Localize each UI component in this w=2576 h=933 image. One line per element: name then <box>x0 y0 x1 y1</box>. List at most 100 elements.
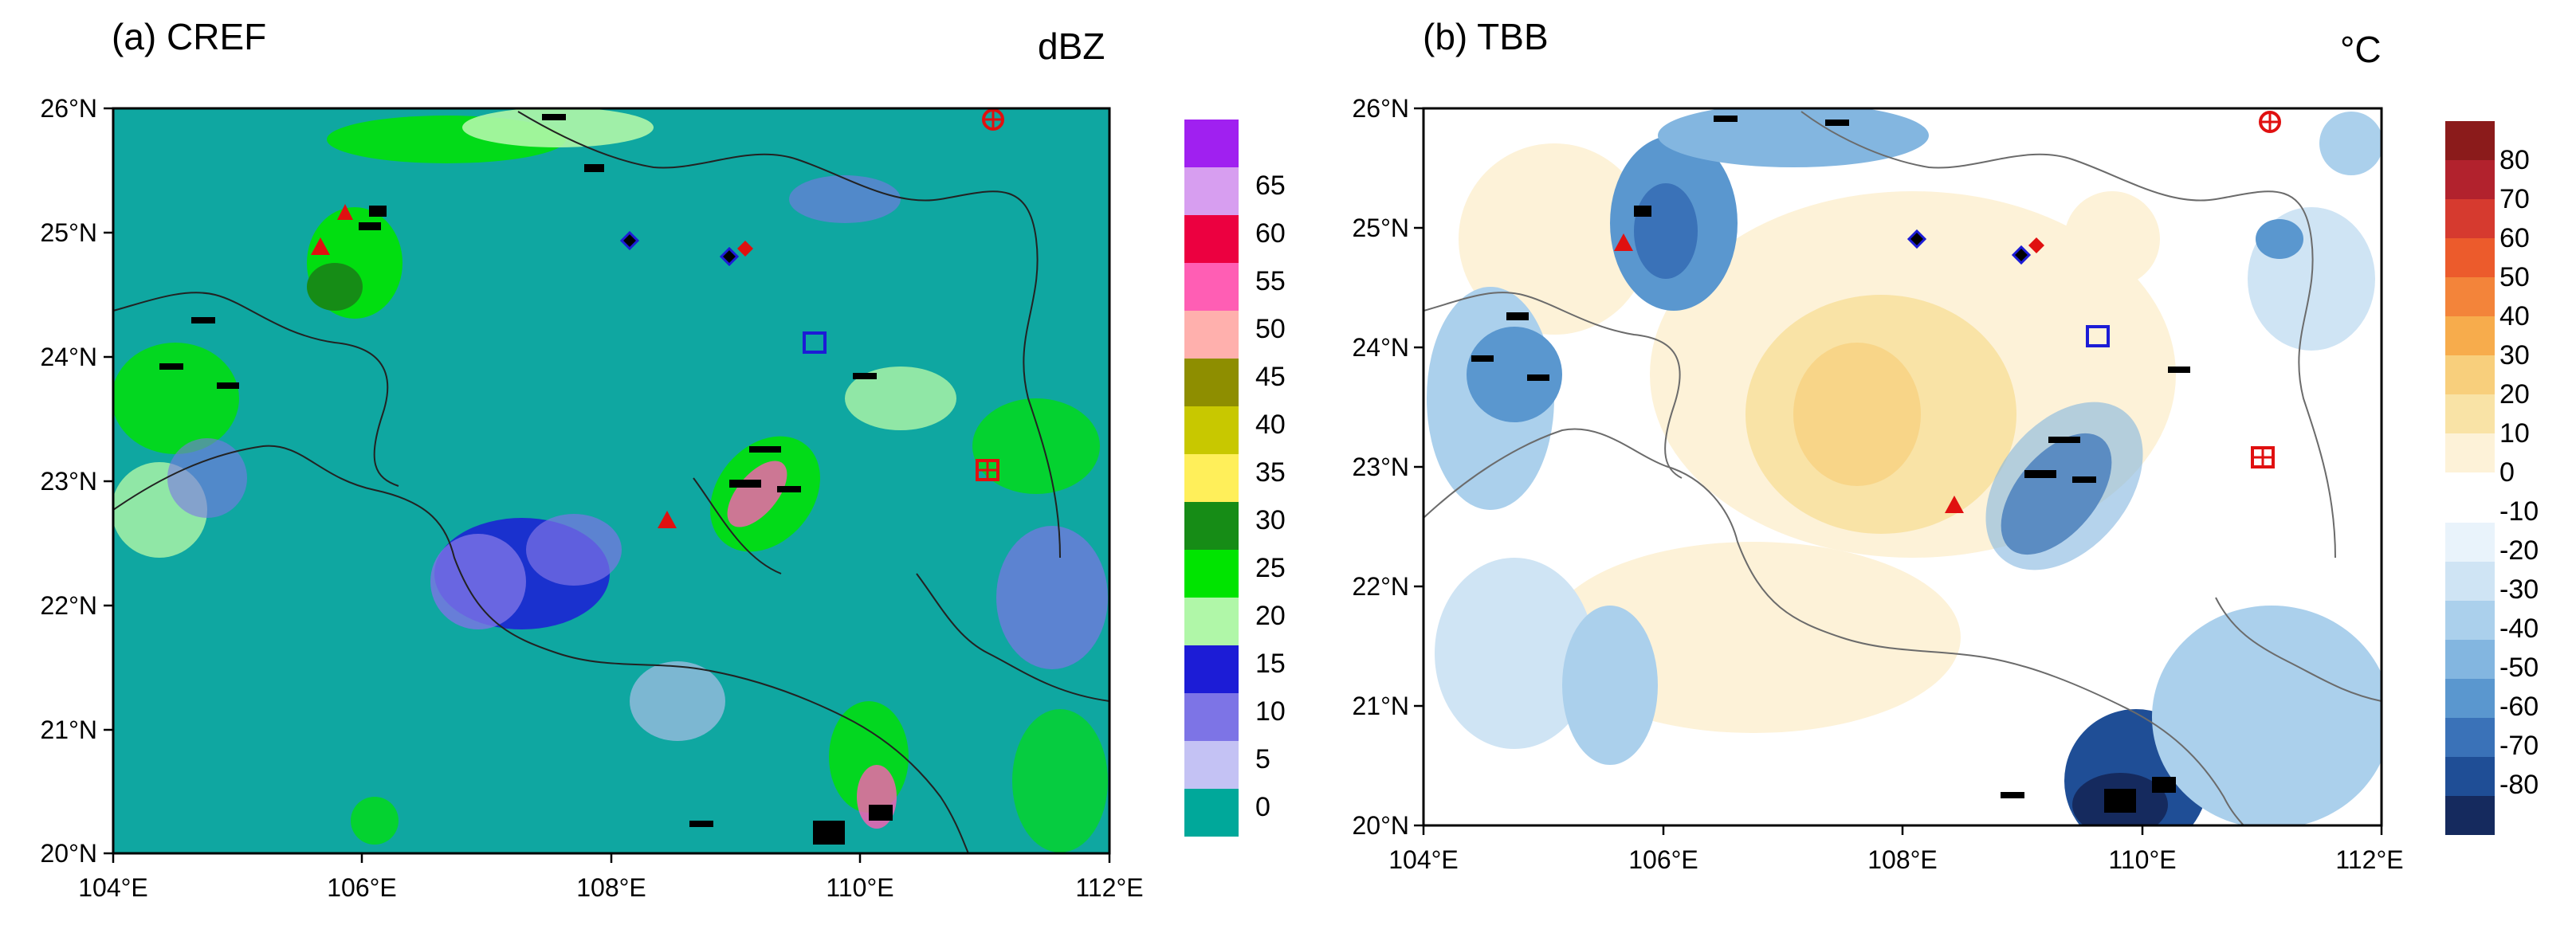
panel-a-ticks <box>104 107 1111 863</box>
panel-b-tbb-patches <box>1427 108 2382 825</box>
panel-a-colorbar-swatch <box>1184 311 1239 359</box>
panel-a-lat-label: 26°N <box>41 94 98 123</box>
panel-b-lat-label: 22°N <box>1353 572 1410 601</box>
panel-a-colorbar-label: 15 <box>1255 649 1286 679</box>
panel-a-lat-label: 22°N <box>41 591 98 620</box>
panel-a-lat-label: 23°N <box>41 467 98 496</box>
panel-a-colorbar-swatch <box>1184 550 1239 598</box>
panel-b-lon-label: 110°E <box>2108 845 2176 874</box>
panel-b-colorbar-label: 10 <box>2499 418 2530 449</box>
panel-b-colorbar-swatch <box>2445 484 2495 523</box>
panel-b-colorbar-label: -10 <box>2499 496 2539 527</box>
panel-a-colorbar-swatch <box>1184 406 1239 454</box>
panel-b-colorbar-swatch <box>2445 160 2495 199</box>
panel-b-colorbar-swatch <box>2445 121 2495 160</box>
panel-b-colorbar-swatch <box>2445 640 2495 679</box>
panel-b-colorbar-label: -60 <box>2499 692 2539 722</box>
panel-b: (b) TBB °C <box>1353 16 2539 874</box>
panel-b-colorbar-label: -20 <box>2499 535 2539 566</box>
panel-b-colorbar-label: 70 <box>2499 184 2530 214</box>
panel-a-colorbar-label: 55 <box>1255 266 1286 296</box>
panel-a-colorbar-swatch <box>1184 454 1239 502</box>
panel-a-lat-label: 24°N <box>41 343 98 371</box>
panel-a-colorbar-label: 45 <box>1255 362 1286 392</box>
panel-a-colorbar <box>1184 120 1239 837</box>
panel-a-lat-label: 20°N <box>41 839 98 868</box>
panel-a-boundaries <box>113 111 1109 853</box>
panel-b-lat-label: 24°N <box>1353 333 1410 362</box>
panel-b-colorbar-label: -80 <box>2499 770 2539 800</box>
panel-a-colorbar-label: 10 <box>1255 696 1286 727</box>
panel-b-lon-label: 112°E <box>2335 845 2403 874</box>
panel-b-colorbar <box>2445 121 2495 835</box>
panel-a-colorbar-label: 40 <box>1255 410 1286 440</box>
panel-a-colorbar-label: 35 <box>1255 457 1286 488</box>
panel-a-colorbar-swatch <box>1184 502 1239 550</box>
panel-a-colorbar-swatch <box>1184 789 1239 837</box>
panel-b-colorbar-swatch <box>2445 355 2495 394</box>
panel-a-lon-label: 112°E <box>1075 873 1143 902</box>
panel-b-colorbar-swatch <box>2445 238 2495 277</box>
panel-a-colorbar-swatch <box>1184 263 1239 311</box>
panel-b-colorbar-swatch <box>2445 718 2495 757</box>
panel-b-lon-label: 104°E <box>1388 845 1459 874</box>
panel-b-colorbar-label: 40 <box>2499 301 2530 331</box>
panel-a-colorbar-swatch <box>1184 215 1239 263</box>
panel-a-colorbar-label: 5 <box>1255 744 1270 774</box>
panel-b-ticks <box>1414 107 2383 835</box>
panel-a-colorbar-swatch <box>1184 359 1239 406</box>
panel-a-colorbar-swatch <box>1184 645 1239 693</box>
panel-b-lon-label: 106°E <box>1628 845 1698 874</box>
panel-b-lat-label: 25°N <box>1353 214 1410 242</box>
panel-a-lon-label: 108°E <box>576 873 646 902</box>
panel-b-lat-label: 20°N <box>1353 811 1410 840</box>
panel-a-units: dBZ <box>1038 25 1105 67</box>
panel-b-colorbar-swatch <box>2445 433 2495 472</box>
panel-b-colorbar-swatch <box>2445 199 2495 238</box>
panel-a-map <box>113 108 1109 853</box>
panel-a: (a) CREF dBZ <box>41 16 1286 902</box>
panel-b-colorbar-label: 80 <box>2499 145 2530 175</box>
panel-b-colorbar-swatch <box>2445 277 2495 316</box>
panel-b-colorbar-swatch <box>2445 316 2495 355</box>
panel-a-station-markers <box>159 108 1004 845</box>
panel-a-lon-label: 106°E <box>327 873 397 902</box>
panel-b-colorbar-swatch <box>2445 394 2495 433</box>
panel-b-map <box>1423 108 2382 825</box>
panel-b-station-markers <box>1471 111 2281 813</box>
panel-a-lat-label: 21°N <box>41 715 98 744</box>
panel-b-lat-label: 21°N <box>1353 692 1410 720</box>
panel-a-colorbar-label: 20 <box>1255 601 1286 631</box>
panel-a-lon-label: 110°E <box>826 873 893 902</box>
panel-b-colorbar-swatch <box>2445 601 2495 640</box>
panel-b-colorbar-swatch <box>2445 757 2495 796</box>
panel-b-lat-label: 26°N <box>1353 94 1410 123</box>
panel-a-colorbar-swatch <box>1184 741 1239 789</box>
panel-b-colorbar-swatch <box>2445 523 2495 562</box>
panel-b-lat-label: 23°N <box>1353 453 1410 481</box>
panel-a-colorbar-label: 65 <box>1255 171 1286 201</box>
panel-a-colorbar-label: 60 <box>1255 218 1286 249</box>
panel-b-title: (b) TBB <box>1423 16 1549 57</box>
panel-b-units: °C <box>2340 29 2382 70</box>
panel-a-colorbar-label: 25 <box>1255 553 1286 583</box>
panel-a-colorbar-label: 30 <box>1255 505 1286 535</box>
panel-b-lon-label: 108°E <box>1867 845 1938 874</box>
panel-b-colorbar-label: -30 <box>2499 574 2539 605</box>
panel-a-title: (a) CREF <box>112 16 266 57</box>
panel-a-colorbar-swatch <box>1184 693 1239 741</box>
panel-b-colorbar-swatch <box>2445 562 2495 601</box>
panel-a-map-background <box>113 108 1109 853</box>
panel-b-colorbar-label: -40 <box>2499 614 2539 644</box>
panel-a-lat-label: 25°N <box>41 218 98 247</box>
panel-b-colorbar-label: 20 <box>2499 379 2530 410</box>
panel-b-colorbar-swatch <box>2445 679 2495 718</box>
panel-b-colorbar-swatch <box>2445 796 2495 835</box>
panel-b-boundaries <box>1423 111 2382 825</box>
panel-b-colorbar-label: 30 <box>2499 340 2530 370</box>
panel-b-colorbar-label: -50 <box>2499 653 2539 683</box>
panel-a-lon-label: 104°E <box>78 873 148 902</box>
panel-a-colorbar-label: 0 <box>1255 792 1270 822</box>
panel-a-colorbar-label: 50 <box>1255 314 1286 344</box>
